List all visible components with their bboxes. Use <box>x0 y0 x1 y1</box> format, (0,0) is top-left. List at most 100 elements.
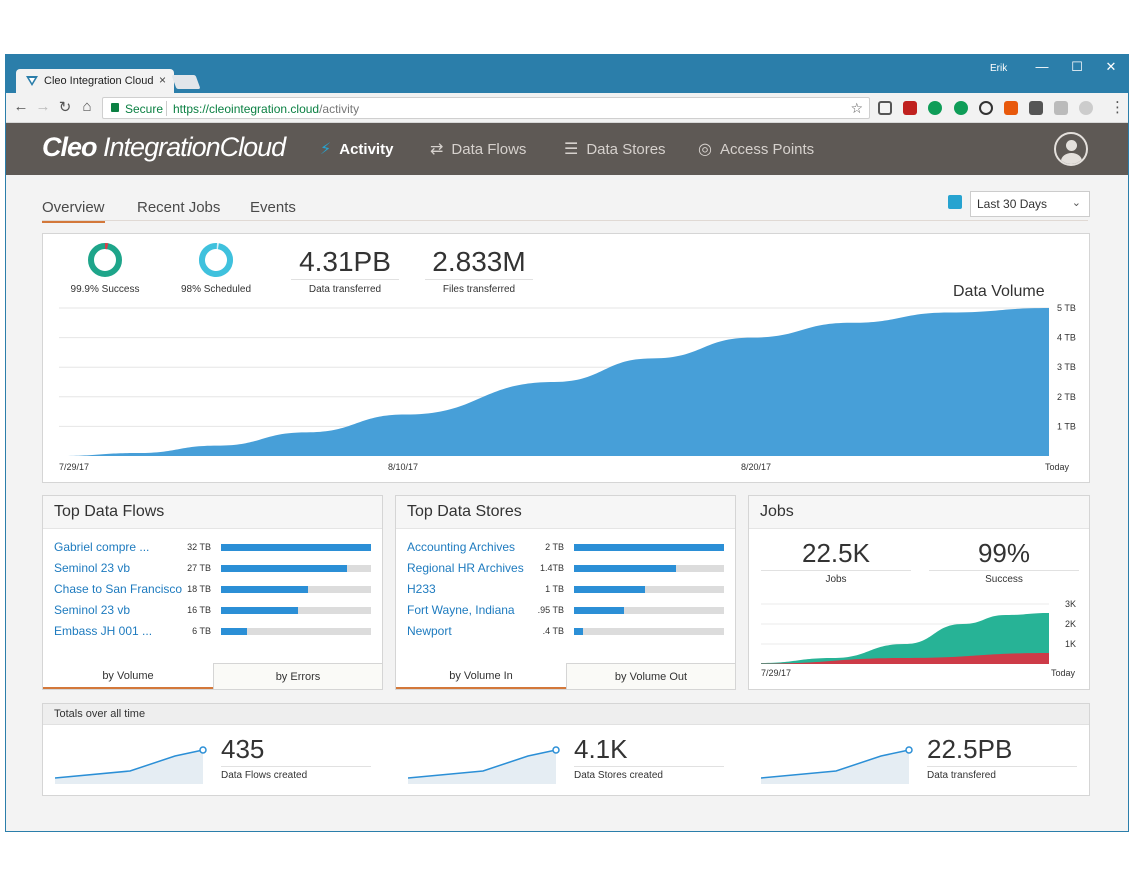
record-extension-icon[interactable] <box>979 101 993 115</box>
tab-by-volume-in[interactable]: by Volume In <box>396 663 566 689</box>
maximize-button[interactable]: ☐ <box>1071 59 1083 74</box>
date-range-value: Last 30 Days <box>977 197 1048 211</box>
top-data-stores-card: Top Data Stores Accounting Archives 2 TB R… <box>395 495 736 690</box>
url-path: /activity <box>319 102 360 116</box>
hangouts-extension-icon[interactable] <box>928 101 942 115</box>
y-tick-label: 2K <box>1065 619 1076 629</box>
jobs-label: Jobs <box>825 574 847 585</box>
kpi-divider <box>929 570 1079 571</box>
lock-icon <box>111 103 119 112</box>
data-flow-row-bar-track <box>221 586 371 593</box>
data-store-row-name[interactable]: Fort Wayne, Indiana <box>407 603 515 617</box>
top-data-flows-card: Top Data Flows Gabriel compre ... 32 TB Se… <box>42 495 383 690</box>
data-store-row-name[interactable]: H233 <box>407 582 436 596</box>
scheduled-donut-icon <box>199 243 233 277</box>
data-stores-icon: ☰ <box>564 141 579 158</box>
totals-divider <box>927 766 1077 767</box>
tab-by-volume[interactable]: by Volume <box>43 663 213 689</box>
data-store-row-name[interactable]: Regional HR Archives <box>407 561 524 575</box>
tab-overview[interactable]: Overview <box>42 199 105 223</box>
data-store-row-bar-track <box>574 628 724 635</box>
settings-extension-icon[interactable] <box>1079 101 1093 115</box>
tab-events[interactable]: Events <box>250 199 296 216</box>
browser-title-bar: Cleo Integration Cloud × Erik — ☐ ✕ <box>6 55 1128 93</box>
sparkline-point <box>552 746 560 754</box>
jobs-error-area <box>761 653 1049 664</box>
jobs-value: 22.5K <box>802 538 870 568</box>
date-range-select[interactable]: Last 30 Days ⌄ <box>970 191 1090 217</box>
back-arrow-icon[interactable]: ← <box>13 98 29 115</box>
x-tick-label: 7/29/17 <box>761 668 791 678</box>
totals-label: Data transfered <box>927 770 996 781</box>
screenshot-extension-icon[interactable] <box>878 101 892 115</box>
y-tick-label: 4 TB <box>1057 333 1076 343</box>
data-store-row-name[interactable]: Newport <box>407 624 452 638</box>
notes-extension-icon[interactable] <box>1029 101 1043 115</box>
minimize-button[interactable]: — <box>1035 59 1049 74</box>
data-flow-row-value: 6 TB <box>192 626 211 636</box>
forward-arrow-icon[interactable]: → <box>35 98 51 115</box>
data-flow-row-value: 16 TB <box>187 605 211 615</box>
browser-tab[interactable]: Cleo Integration Cloud × <box>16 69 174 93</box>
tab-by-volume-out[interactable]: by Volume Out <box>566 663 735 689</box>
files-transferred-value: 2.833M <box>432 246 526 277</box>
sparkline-point <box>905 746 913 754</box>
tab-by-errors[interactable]: by Errors <box>213 663 382 689</box>
sparkline-area <box>55 750 203 784</box>
totals-value: 4.1K <box>574 734 628 764</box>
totals-label: Data Flows created <box>221 770 308 781</box>
tab-close-icon[interactable]: × <box>158 73 166 87</box>
close-window-button[interactable]: ✕ <box>1105 59 1117 74</box>
nav-data-stores[interactable]: ☰ Data Stores <box>564 139 666 159</box>
data-volume-chart: 5 TB 4 TB 3 TB 2 TB 1 TB 7/29/17 8/10/17 8/20/1… <box>59 303 1076 472</box>
save-extension-icon[interactable] <box>1054 101 1068 115</box>
tab-recent-jobs[interactable]: Recent Jobs <box>137 199 221 216</box>
jobs-chart: 3K 2K 1K 7/29/17 Today <box>761 599 1076 678</box>
overview-card: 99.9% Success 98% Scheduled 4.31PB Data … <box>42 233 1090 483</box>
y-tick-label: 3K <box>1065 599 1076 609</box>
nav-access-points[interactable]: ◎ Access Points <box>698 139 814 159</box>
nav-activity[interactable]: ⚡ Activity <box>320 139 393 159</box>
data-flow-row-bar-fill <box>221 628 247 635</box>
x-tick-label: Today <box>1051 668 1076 678</box>
user-avatar[interactable] <box>1054 132 1088 166</box>
calendar-icon <box>948 195 962 209</box>
home-icon[interactable]: ⌂ <box>82 98 92 115</box>
y-tick-label: 3 TB <box>1057 362 1076 372</box>
kpi-divider <box>761 570 911 571</box>
data-flow-row-name[interactable]: Seminol 23 vb <box>54 561 131 575</box>
office-extension-icon[interactable] <box>1004 101 1018 115</box>
new-tab-button[interactable] <box>171 75 201 89</box>
top-data-flows-tabs: by Volume by Errors <box>43 663 382 689</box>
data-flows-icon: ⇄ <box>430 141 444 158</box>
pdf-extension-icon[interactable] <box>903 101 917 115</box>
scheduled-label: 98% Scheduled <box>180 284 252 295</box>
access-points-icon: ◎ <box>698 141 712 158</box>
x-tick-label: 7/29/17 <box>59 462 89 472</box>
success-label: 99.9% Success <box>70 284 140 295</box>
browser-user[interactable]: Erik <box>990 63 1008 74</box>
app-navbar: Cleo IntegrationCloud ⚡ Activity ⇄ Data Fl… <box>6 123 1128 175</box>
logo-bold: Cleo <box>42 132 98 162</box>
data-flow-row-bar-track <box>221 565 371 572</box>
data-store-row-name[interactable]: Accounting Archives <box>407 540 516 554</box>
x-tick-label: Today <box>1045 462 1070 472</box>
data-flow-row-value: 32 TB <box>187 542 211 552</box>
data-flow-row-bar-fill <box>221 565 347 572</box>
data-flow-row-value: 27 TB <box>187 563 211 573</box>
nav-data-flows[interactable]: ⇄ Data Flows <box>430 139 526 159</box>
data-flow-row-bar-fill <box>221 586 308 593</box>
cleo-logo[interactable]: Cleo IntegrationCloud <box>42 132 286 163</box>
data-store-row-value: 1.4TB <box>539 563 564 573</box>
data-flow-row-name[interactable]: Gabriel compre ... <box>54 540 150 554</box>
address-bar[interactable]: Secure https://cleointegration.cloud/act… <box>102 97 870 119</box>
data-flow-row-name[interactable]: Chase to San Francisco <box>54 582 183 596</box>
data-flow-row-name[interactable]: Seminol 23 vb <box>54 603 131 617</box>
reload-icon[interactable]: ↻ <box>58 99 72 116</box>
browser-menu-icon[interactable]: ⋮ <box>1110 99 1125 116</box>
bookmark-star-icon[interactable]: ☆ <box>850 100 863 116</box>
google-plus-extension-icon[interactable] <box>954 101 968 115</box>
data-flow-row-bar-fill <box>221 544 371 551</box>
data-store-row-value: 1 TB <box>545 584 564 594</box>
data-flow-row-name[interactable]: Embass JH 001 ... <box>54 624 153 638</box>
